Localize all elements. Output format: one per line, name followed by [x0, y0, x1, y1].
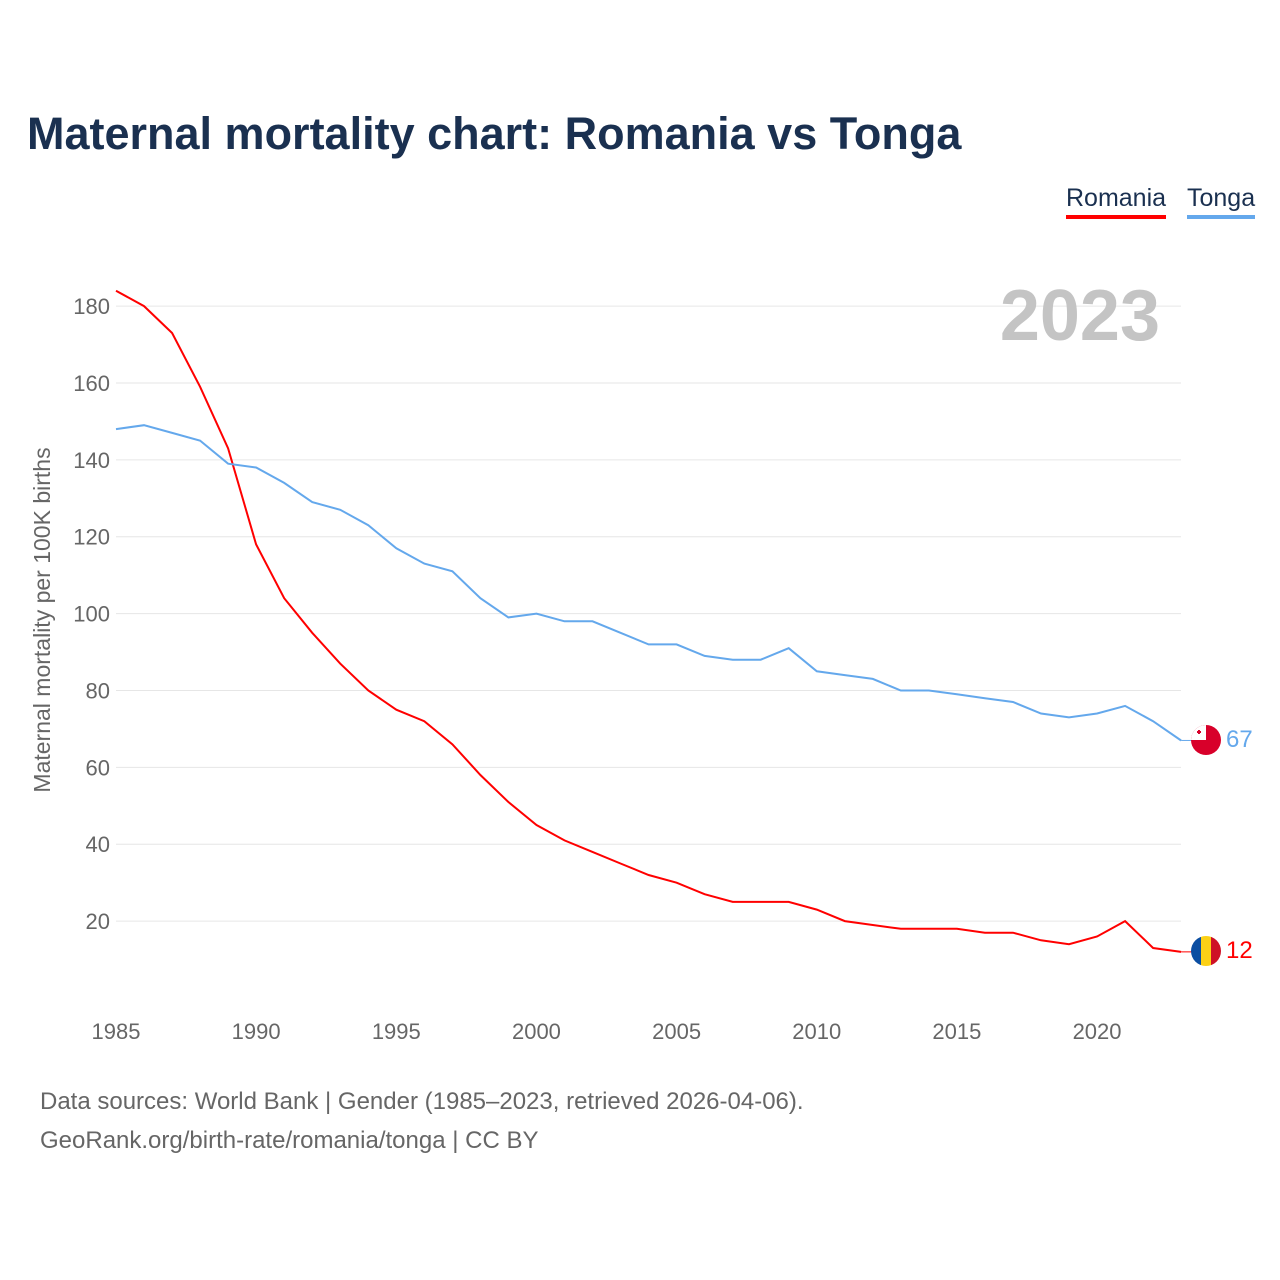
y-tick-label: 100 — [73, 602, 110, 627]
y-tick-label: 80 — [86, 678, 110, 703]
x-tick-label: 1985 — [92, 1019, 141, 1044]
x-tick-label: 1995 — [372, 1019, 421, 1044]
series-line-tonga — [115, 424, 1182, 742]
series-line-romania — [115, 289, 1182, 953]
x-tick-label: 2000 — [512, 1019, 561, 1044]
x-tick-label: 2020 — [1073, 1019, 1122, 1044]
y-tick-label: 180 — [73, 294, 110, 319]
footer-sources: Data sources: World Bank | Gender (1985–… — [40, 1088, 804, 1115]
y-tick-label: 20 — [86, 909, 110, 934]
romania-end-label: 12 — [1226, 937, 1253, 964]
y-tick-label: 160 — [73, 371, 110, 396]
year-label: 2023 — [1000, 276, 1160, 356]
x-tick-label: 2005 — [652, 1019, 701, 1044]
tonga-flag-icon — [1191, 725, 1221, 755]
y-tick-label: 60 — [86, 755, 110, 780]
y-axis-label: Maternal mortality per 100K births — [29, 447, 55, 792]
legend-tonga[interactable]: Tonga — [1187, 184, 1256, 219]
x-tick-label: 2015 — [932, 1019, 981, 1044]
footer-credit: GeoRank.org/birth-rate/romania/tonga | C… — [40, 1127, 539, 1154]
y-tick-label: 140 — [73, 448, 110, 473]
x-tick-label: 2010 — [792, 1019, 841, 1044]
y-tick-label: 120 — [73, 525, 110, 550]
x-tick-label: 1990 — [232, 1019, 281, 1044]
tonga-end-label: 67 — [1226, 726, 1253, 753]
legend-romania[interactable]: Romania — [1066, 184, 1167, 219]
chart-title: Maternal mortality chart: Romania vs Ton… — [27, 108, 962, 159]
y-tick-label: 40 — [86, 832, 110, 857]
romania-flag-icon — [1191, 936, 1221, 966]
